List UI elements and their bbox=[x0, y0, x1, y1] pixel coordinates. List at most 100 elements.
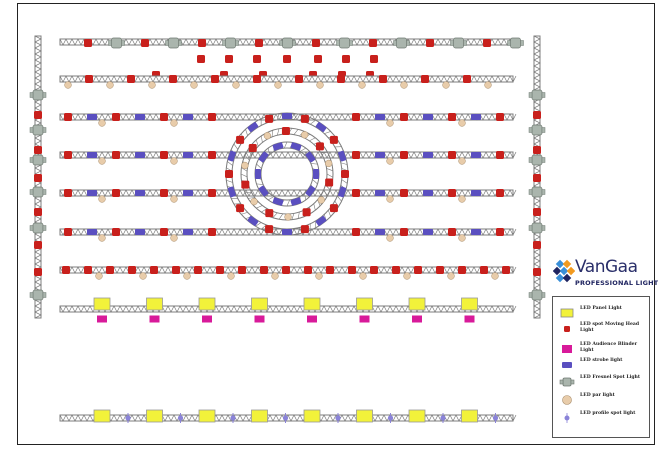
moving-head-light bbox=[312, 39, 320, 47]
strobe-light bbox=[315, 215, 327, 226]
strobe-light bbox=[247, 215, 259, 226]
fresnel-spot-light bbox=[168, 37, 179, 49]
fresnel-spot-light-yoke bbox=[222, 40, 226, 46]
strobe-light bbox=[375, 229, 385, 235]
moving-head-light bbox=[325, 178, 334, 187]
brand-name: VanGaa bbox=[575, 257, 638, 277]
par-light bbox=[139, 272, 147, 280]
fresnel-spot-light-yoke bbox=[108, 40, 112, 46]
profile-spot-light bbox=[440, 415, 446, 421]
par-light bbox=[386, 157, 394, 165]
moving-head-light bbox=[255, 39, 263, 47]
strobe-light bbox=[227, 150, 236, 162]
moving-head-light bbox=[236, 204, 245, 213]
moving-head-light bbox=[281, 127, 290, 136]
par-light-icon bbox=[562, 395, 572, 405]
profile-spot-light bbox=[492, 415, 499, 421]
par-light bbox=[98, 195, 106, 203]
moving-head-light bbox=[128, 266, 136, 274]
profile-spot-light bbox=[282, 415, 289, 421]
legend: LED Panel Light LED spot Moving Head Lig… bbox=[552, 296, 650, 438]
moving-head-light bbox=[400, 151, 408, 159]
moving-head-light bbox=[64, 228, 72, 236]
blinder-light bbox=[254, 315, 265, 323]
moving-head-light bbox=[265, 114, 274, 123]
moving-head-light bbox=[533, 146, 541, 154]
moving-head-light bbox=[448, 228, 456, 236]
moving-head-light bbox=[85, 75, 93, 83]
moving-head-light bbox=[208, 151, 216, 159]
par-light bbox=[386, 234, 394, 242]
profile-spot-light bbox=[335, 415, 341, 421]
strobe-light bbox=[135, 229, 145, 235]
moving-head-light bbox=[400, 228, 408, 236]
moving-head-light bbox=[329, 204, 338, 213]
fresnel-spot-light-yoke bbox=[541, 225, 546, 231]
fresnel-spot-light bbox=[32, 154, 44, 166]
panel-light bbox=[356, 409, 373, 423]
moving-head-light bbox=[400, 189, 408, 197]
moving-head-light bbox=[352, 189, 360, 197]
blinder-light bbox=[149, 315, 160, 323]
moving-head-light bbox=[426, 39, 434, 47]
moving-head-light bbox=[34, 208, 42, 216]
moving-head-light bbox=[216, 266, 224, 274]
blinder-light-icon bbox=[562, 345, 572, 353]
moving-head-light bbox=[533, 174, 541, 182]
moving-head-light bbox=[533, 208, 541, 216]
par-light bbox=[170, 195, 178, 203]
moving-head-light bbox=[436, 266, 444, 274]
moving-head-light bbox=[127, 75, 135, 83]
fresnel-spot-light-yoke bbox=[336, 40, 340, 46]
moving-head-light bbox=[265, 209, 274, 218]
profile-spot-light bbox=[177, 415, 184, 421]
moving-head-light bbox=[112, 151, 120, 159]
moving-head-light bbox=[160, 151, 168, 159]
blinder-light bbox=[359, 315, 370, 323]
fresnel-spot-light bbox=[32, 186, 44, 198]
legend-item-moving-head: LED spot Moving Head Light bbox=[553, 321, 651, 337]
blinder-light bbox=[202, 315, 212, 323]
par-light bbox=[170, 119, 178, 127]
fresnel-spot-light-yoke bbox=[29, 157, 34, 163]
profile-spot-light bbox=[230, 415, 236, 421]
par-light bbox=[106, 81, 114, 89]
panel-light bbox=[251, 297, 268, 311]
par-light bbox=[263, 132, 272, 140]
moving-head-light bbox=[370, 55, 378, 63]
par-light bbox=[301, 131, 309, 139]
panel-light bbox=[251, 409, 268, 423]
strobe-light bbox=[227, 186, 236, 198]
legend-item-par: LED par light bbox=[553, 392, 651, 408]
fresnel-spot-light-yoke bbox=[29, 225, 34, 231]
fresnel-spot-light bbox=[531, 89, 543, 101]
par-light bbox=[64, 81, 72, 89]
strobe-light bbox=[290, 142, 302, 151]
fresnel-spot-light-yoke bbox=[528, 157, 533, 163]
moving-head-light bbox=[480, 266, 488, 274]
moving-head-light bbox=[533, 241, 541, 249]
moving-head-light bbox=[329, 135, 338, 144]
moving-head-light bbox=[34, 241, 42, 249]
fresnel-spot-light-yoke bbox=[29, 292, 34, 298]
strobe-light bbox=[135, 190, 145, 196]
moving-head-light bbox=[160, 113, 168, 121]
fresnel-spot-light-yoke bbox=[541, 92, 546, 98]
par-light bbox=[98, 234, 106, 242]
moving-head-light bbox=[34, 174, 42, 182]
par-light bbox=[325, 159, 333, 168]
moving-head-light bbox=[370, 266, 378, 274]
panel-light bbox=[303, 297, 321, 311]
strobe-light bbox=[471, 229, 481, 235]
moving-head-light bbox=[300, 114, 309, 123]
moving-head-light bbox=[248, 144, 257, 153]
panel-light bbox=[146, 297, 163, 311]
fresnel-spot-light-yoke bbox=[393, 40, 397, 46]
par-light bbox=[98, 119, 106, 127]
moving-head-light bbox=[253, 55, 261, 63]
panel-light bbox=[461, 409, 478, 423]
moving-head-light bbox=[84, 266, 92, 274]
strobe-light bbox=[338, 150, 347, 162]
par-light bbox=[403, 272, 411, 280]
fresnel-spot-light-yoke bbox=[279, 40, 283, 46]
